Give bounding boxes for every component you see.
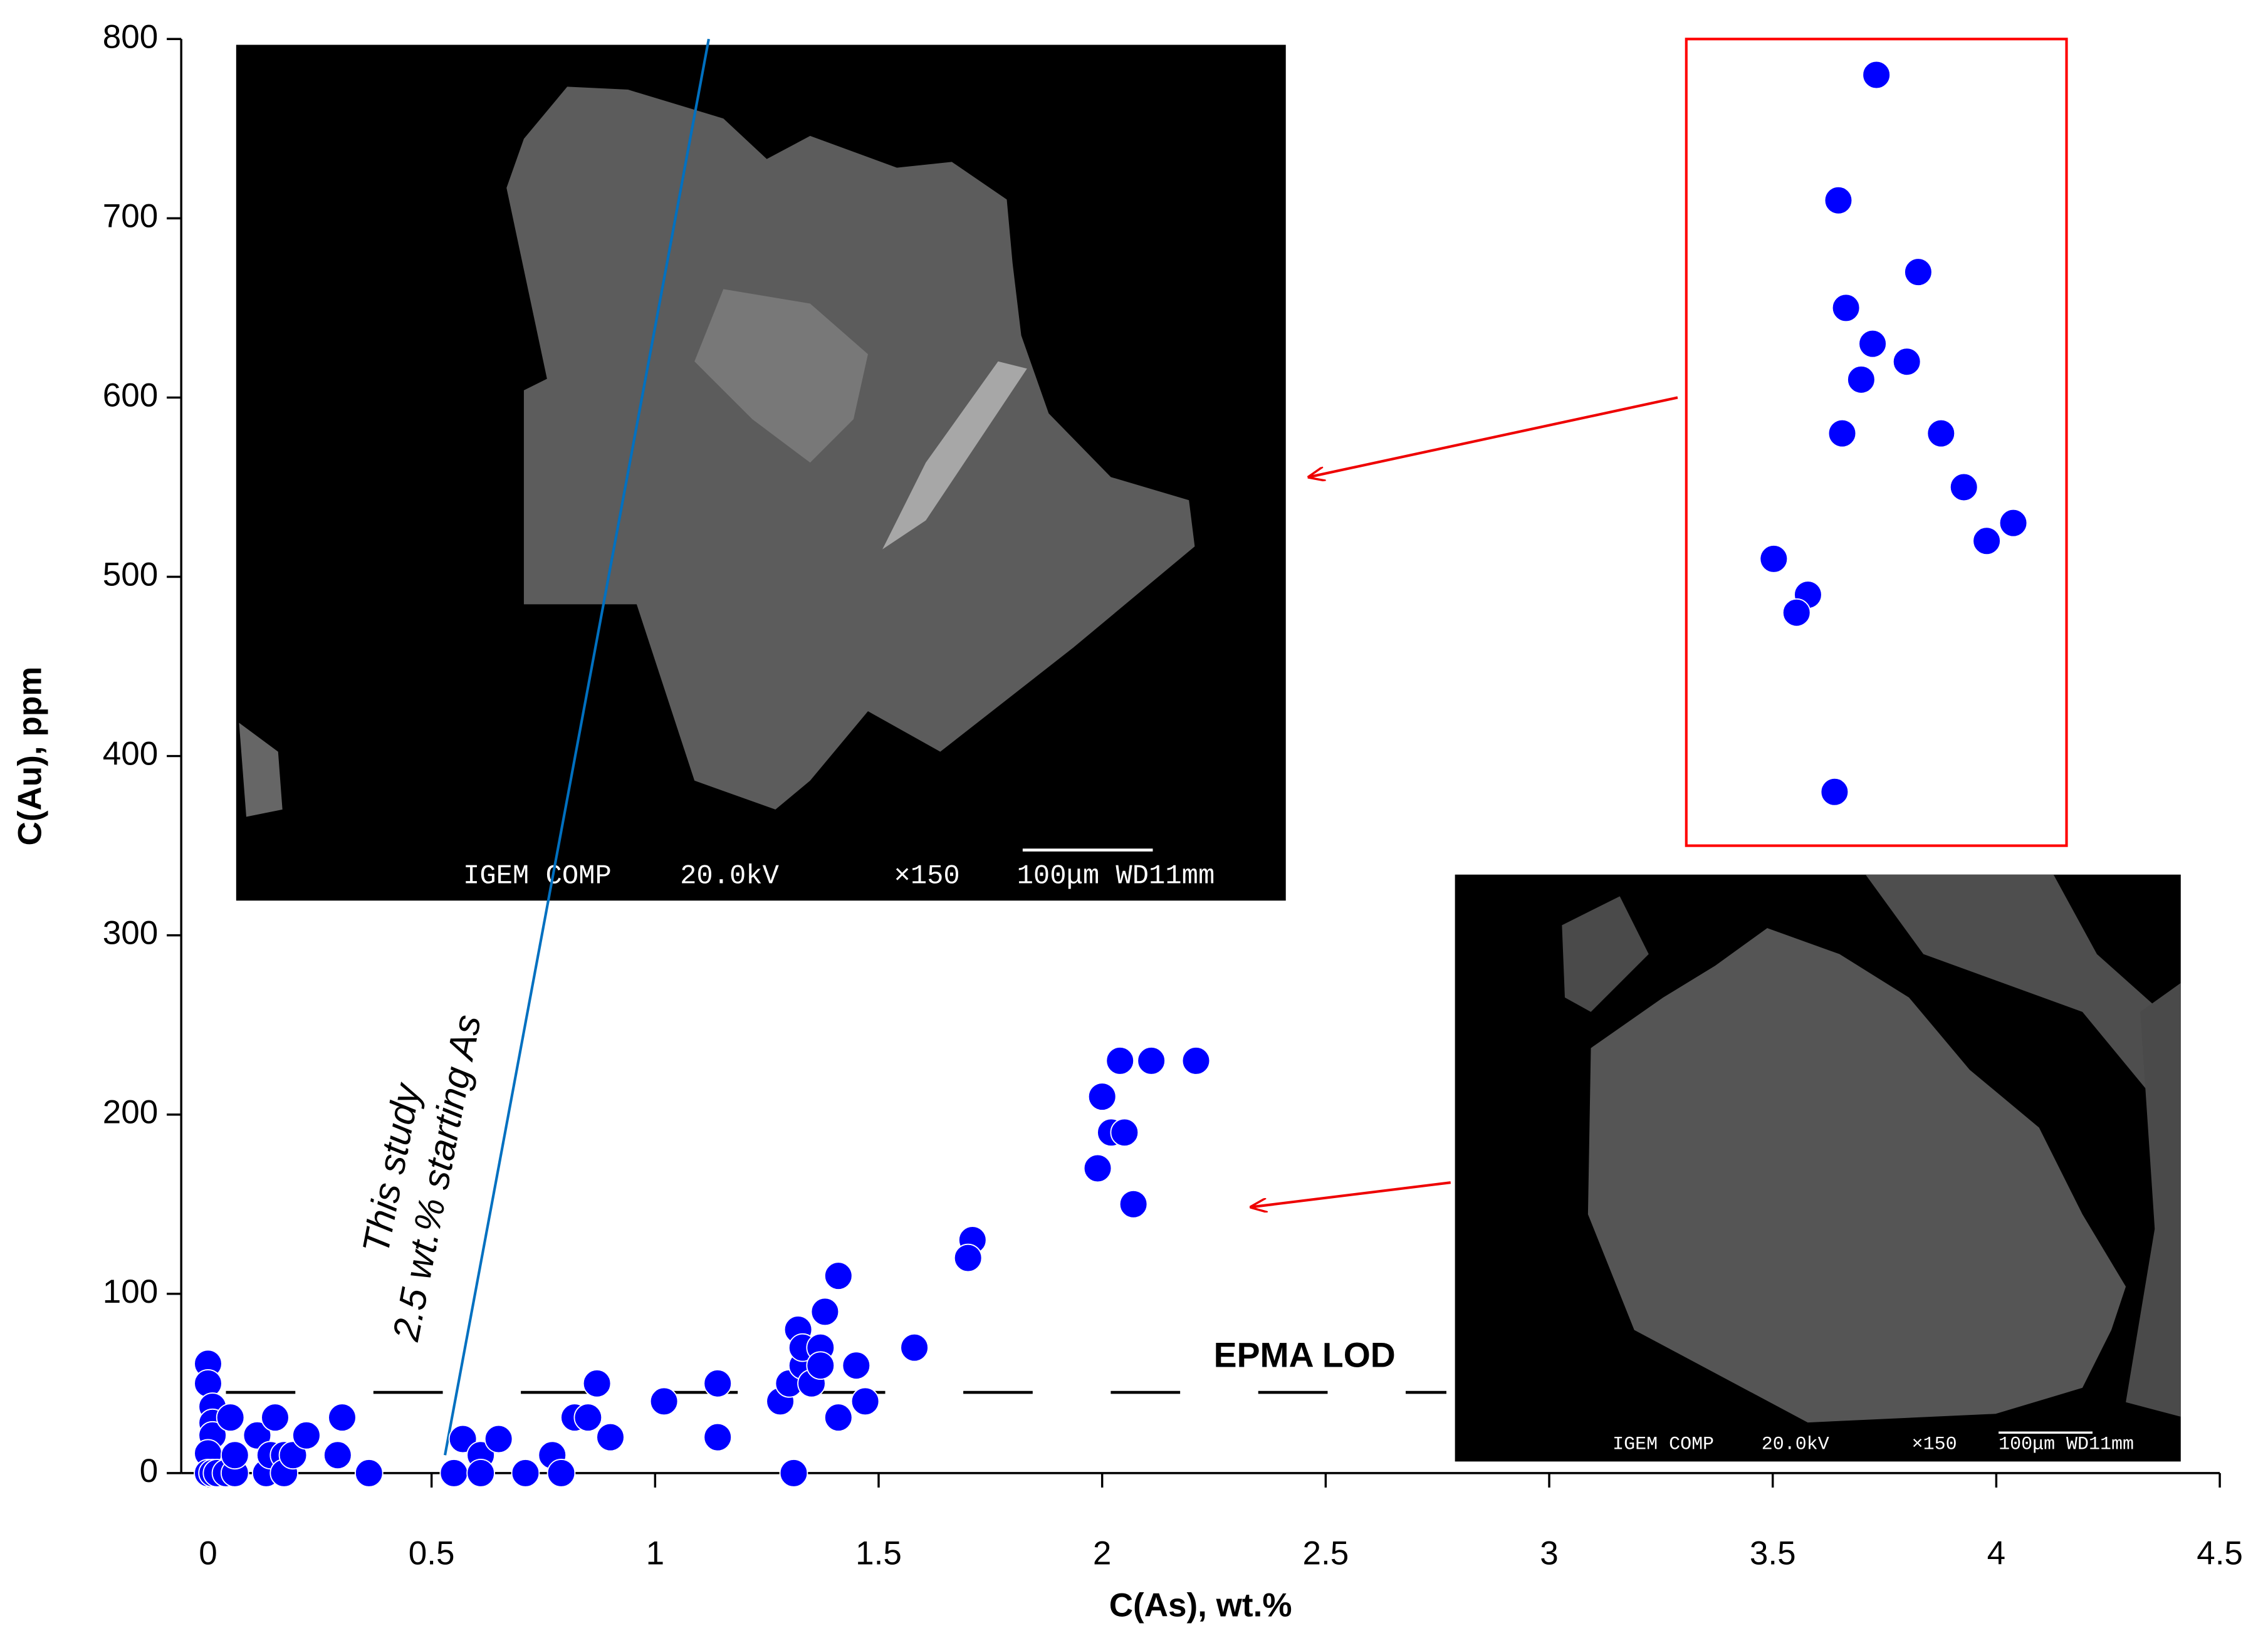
y-tick-label: 500 [103, 556, 159, 593]
data-point [810, 1297, 840, 1327]
grain [239, 722, 283, 817]
data-point [546, 1459, 576, 1488]
photo-caption: 20.0kV [1762, 1434, 1829, 1456]
y-tick-label: 400 [103, 736, 159, 773]
inset-frame [1685, 38, 2068, 847]
y-tick-label: 200 [103, 1094, 159, 1131]
x-tick-label: 1 [646, 1535, 665, 1572]
y-tick-label: 600 [103, 377, 159, 414]
data-point [1110, 1118, 1139, 1147]
data-point [823, 1403, 853, 1432]
photo-caption: IGEM COMP [463, 862, 612, 892]
sem-images [236, 44, 2181, 1462]
data-point [1782, 598, 1811, 627]
data-point [1904, 258, 1933, 287]
data-point [511, 1459, 540, 1488]
data-point [292, 1421, 321, 1450]
data-point [1820, 777, 1849, 806]
data-point [354, 1459, 384, 1488]
trend-line [444, 38, 710, 1456]
x-tick-label: 4 [1987, 1535, 2006, 1572]
data-point [1972, 526, 2001, 556]
x-tick-label: 2 [1093, 1535, 1112, 1572]
y-tick-label: 700 [103, 197, 159, 234]
data-point [194, 1369, 222, 1398]
data-point [1119, 1189, 1148, 1219]
photo-caption: ×150 [894, 862, 960, 892]
data-point [278, 1441, 308, 1470]
data-point [1862, 60, 1891, 90]
data-point [216, 1403, 245, 1432]
data-point [1759, 545, 1789, 573]
data-point [323, 1441, 352, 1470]
data-point [582, 1369, 612, 1398]
data-point [1105, 1046, 1135, 1075]
y-axis-title: C(Au), ppm [12, 667, 49, 846]
data-point [900, 1333, 929, 1362]
data-point [484, 1424, 513, 1454]
data-point [649, 1387, 679, 1416]
x-tick-label: 4.5 [2197, 1535, 2243, 1572]
lod-label: EPMA LOD [1214, 1335, 1396, 1374]
grain-detail [882, 361, 1027, 550]
x-axis-title: C(As), wt.% [1109, 1587, 1292, 1624]
photo-caption: 100μm WD11mm [1999, 1434, 2134, 1456]
grain [1587, 928, 2126, 1423]
data-point [448, 1424, 478, 1454]
data-point [439, 1459, 469, 1488]
data-point [953, 1243, 983, 1273]
data-point [1083, 1154, 1112, 1183]
data-point [1137, 1046, 1166, 1075]
y-tick-label: 100 [103, 1273, 159, 1310]
callout-arrow [1309, 396, 1678, 477]
data-point [1087, 1082, 1117, 1111]
y-tick-label: 800 [103, 18, 159, 55]
grain-detail [694, 289, 869, 463]
data-point [466, 1459, 495, 1488]
data-point [703, 1369, 733, 1398]
photo-caption: 20.0kV [680, 862, 780, 892]
data-point [703, 1422, 733, 1452]
x-tick-label: 3 [1540, 1535, 1559, 1572]
data-point [573, 1403, 603, 1432]
grain [1562, 896, 1649, 1012]
data-point [1824, 185, 1853, 215]
y-tick-label: 300 [103, 915, 159, 952]
data-point [1847, 365, 1876, 394]
data-point [1949, 472, 1978, 502]
data-point [328, 1403, 357, 1432]
photo-caption: IGEM COMP [1612, 1434, 1714, 1456]
x-tick-label: 3.5 [1750, 1535, 1796, 1572]
data-point [1827, 419, 1857, 448]
photo-caption: ×150 [1912, 1434, 1957, 1456]
grain [506, 86, 1195, 810]
data-point [779, 1459, 808, 1488]
data-point [806, 1351, 835, 1380]
x-tick-label: 0.5 [409, 1535, 455, 1572]
data-point [1831, 293, 1861, 323]
data-point [823, 1261, 853, 1291]
data-point [842, 1351, 871, 1380]
data-point [1892, 347, 1921, 377]
data-point [850, 1387, 880, 1416]
data-point [1181, 1046, 1211, 1075]
callout-arrow [1251, 1181, 1451, 1207]
data-point [243, 1421, 272, 1450]
data-point [261, 1403, 290, 1432]
data-point [1858, 329, 1887, 358]
data-point [1999, 508, 2028, 538]
y-tick-label: 0 [140, 1452, 159, 1489]
data-point [596, 1422, 625, 1452]
x-tick-label: 1.5 [855, 1535, 902, 1572]
grain [1865, 874, 2178, 1128]
data-point [220, 1441, 249, 1470]
grain [2126, 983, 2181, 1417]
data-point [1926, 419, 1956, 448]
photo-caption: 100μm WD11mm [1017, 862, 1215, 892]
x-tick-label: 0 [199, 1535, 217, 1572]
x-tick-label: 2.5 [1302, 1535, 1349, 1572]
